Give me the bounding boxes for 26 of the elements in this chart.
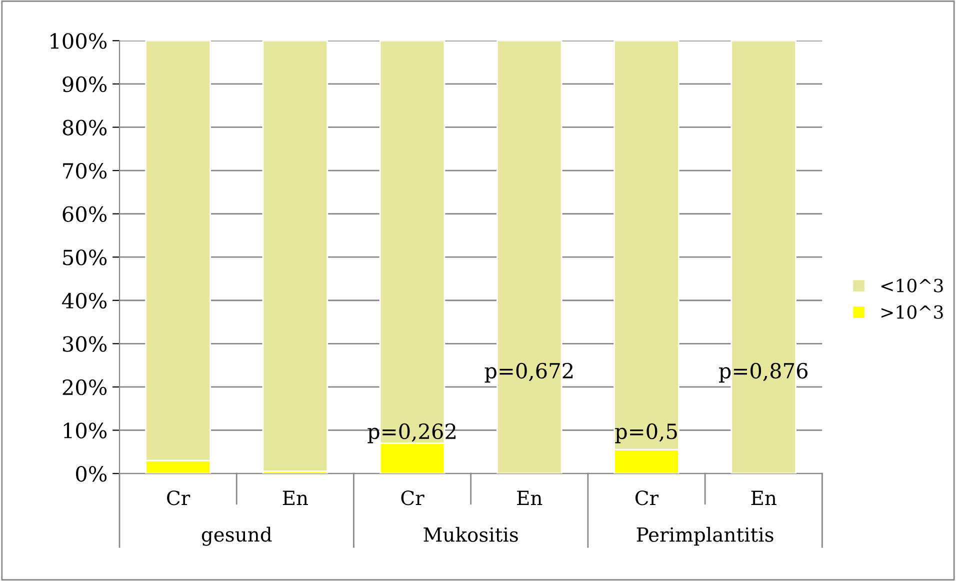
text: Perimplantitis: [636, 526, 774, 546]
y-tick-label: 80%: [62, 120, 107, 136]
y-tick-label: 30%: [62, 336, 107, 352]
y-tick-label: 0%: [76, 466, 107, 482]
y-tick-label: 20%: [62, 379, 107, 396]
x-tick-label: En: [517, 490, 542, 505]
x-tick-label: En: [282, 490, 308, 505]
y-tick-label: 90%: [62, 76, 107, 92]
annotation: p=0,5: [615, 423, 677, 444]
x-tick-label: Cr: [167, 490, 190, 506]
text: gesund: [202, 526, 272, 546]
annotation: p=0,672: [484, 362, 573, 383]
x-tick-label: En: [751, 490, 776, 505]
legend-label: >10^3: [881, 305, 943, 319]
text: Mukositis: [424, 526, 518, 542]
y-tick-label: 50%: [63, 250, 107, 266]
y-tick-label: 10%: [64, 422, 107, 438]
y-tick-label: 70%: [63, 162, 107, 179]
y-tick-label: 40%: [62, 292, 107, 309]
x-tick-label: Cr: [401, 490, 424, 506]
legend-label: <10^3: [881, 278, 943, 292]
x-tick-label: Cr: [636, 490, 659, 506]
y-tick-label: 100%: [50, 33, 107, 49]
annotation: p=0,262: [368, 423, 456, 444]
y-tick-label: 60%: [62, 206, 107, 222]
annotation: p=0,876: [718, 362, 808, 383]
